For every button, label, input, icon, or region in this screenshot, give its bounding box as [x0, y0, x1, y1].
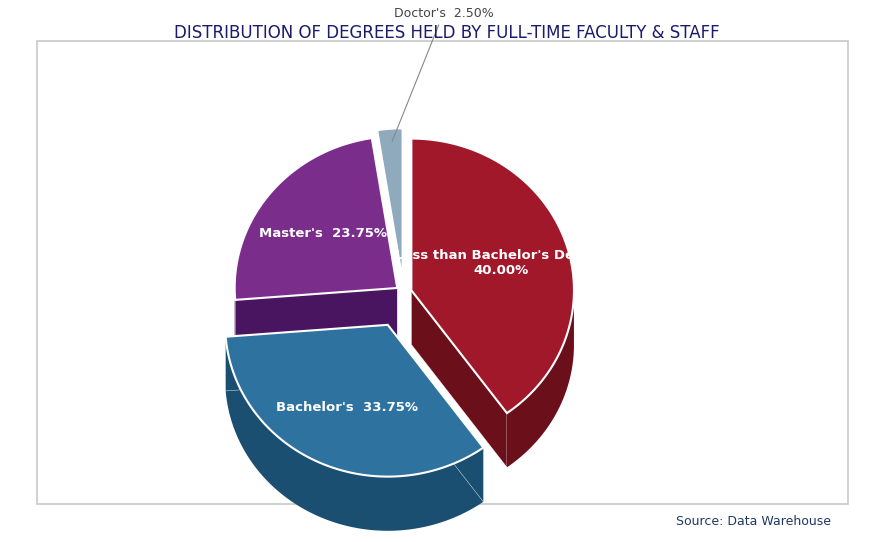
Text: DISTRIBUTION OF DEGREES HELD BY FULL-TIME FACULTY & STAFF: DISTRIBUTION OF DEGREES HELD BY FULL-TIM… [174, 24, 720, 42]
Polygon shape [507, 288, 574, 467]
Polygon shape [235, 288, 397, 354]
Polygon shape [377, 128, 402, 280]
Text: Doctor's  2.50%: Doctor's 2.50% [392, 7, 493, 141]
Text: Source: Data Warehouse: Source: Data Warehouse [677, 515, 831, 528]
Polygon shape [234, 138, 397, 300]
Polygon shape [388, 325, 484, 502]
Polygon shape [225, 325, 484, 476]
Polygon shape [225, 337, 484, 531]
Polygon shape [411, 291, 507, 467]
Text: Bachelor's  33.75%: Bachelor's 33.75% [276, 401, 417, 414]
Polygon shape [411, 139, 574, 413]
Text: Less than Bachelor's Degree
40.00%: Less than Bachelor's Degree 40.00% [394, 249, 608, 277]
Polygon shape [225, 325, 388, 391]
Text: Master's  23.75%: Master's 23.75% [259, 227, 387, 240]
